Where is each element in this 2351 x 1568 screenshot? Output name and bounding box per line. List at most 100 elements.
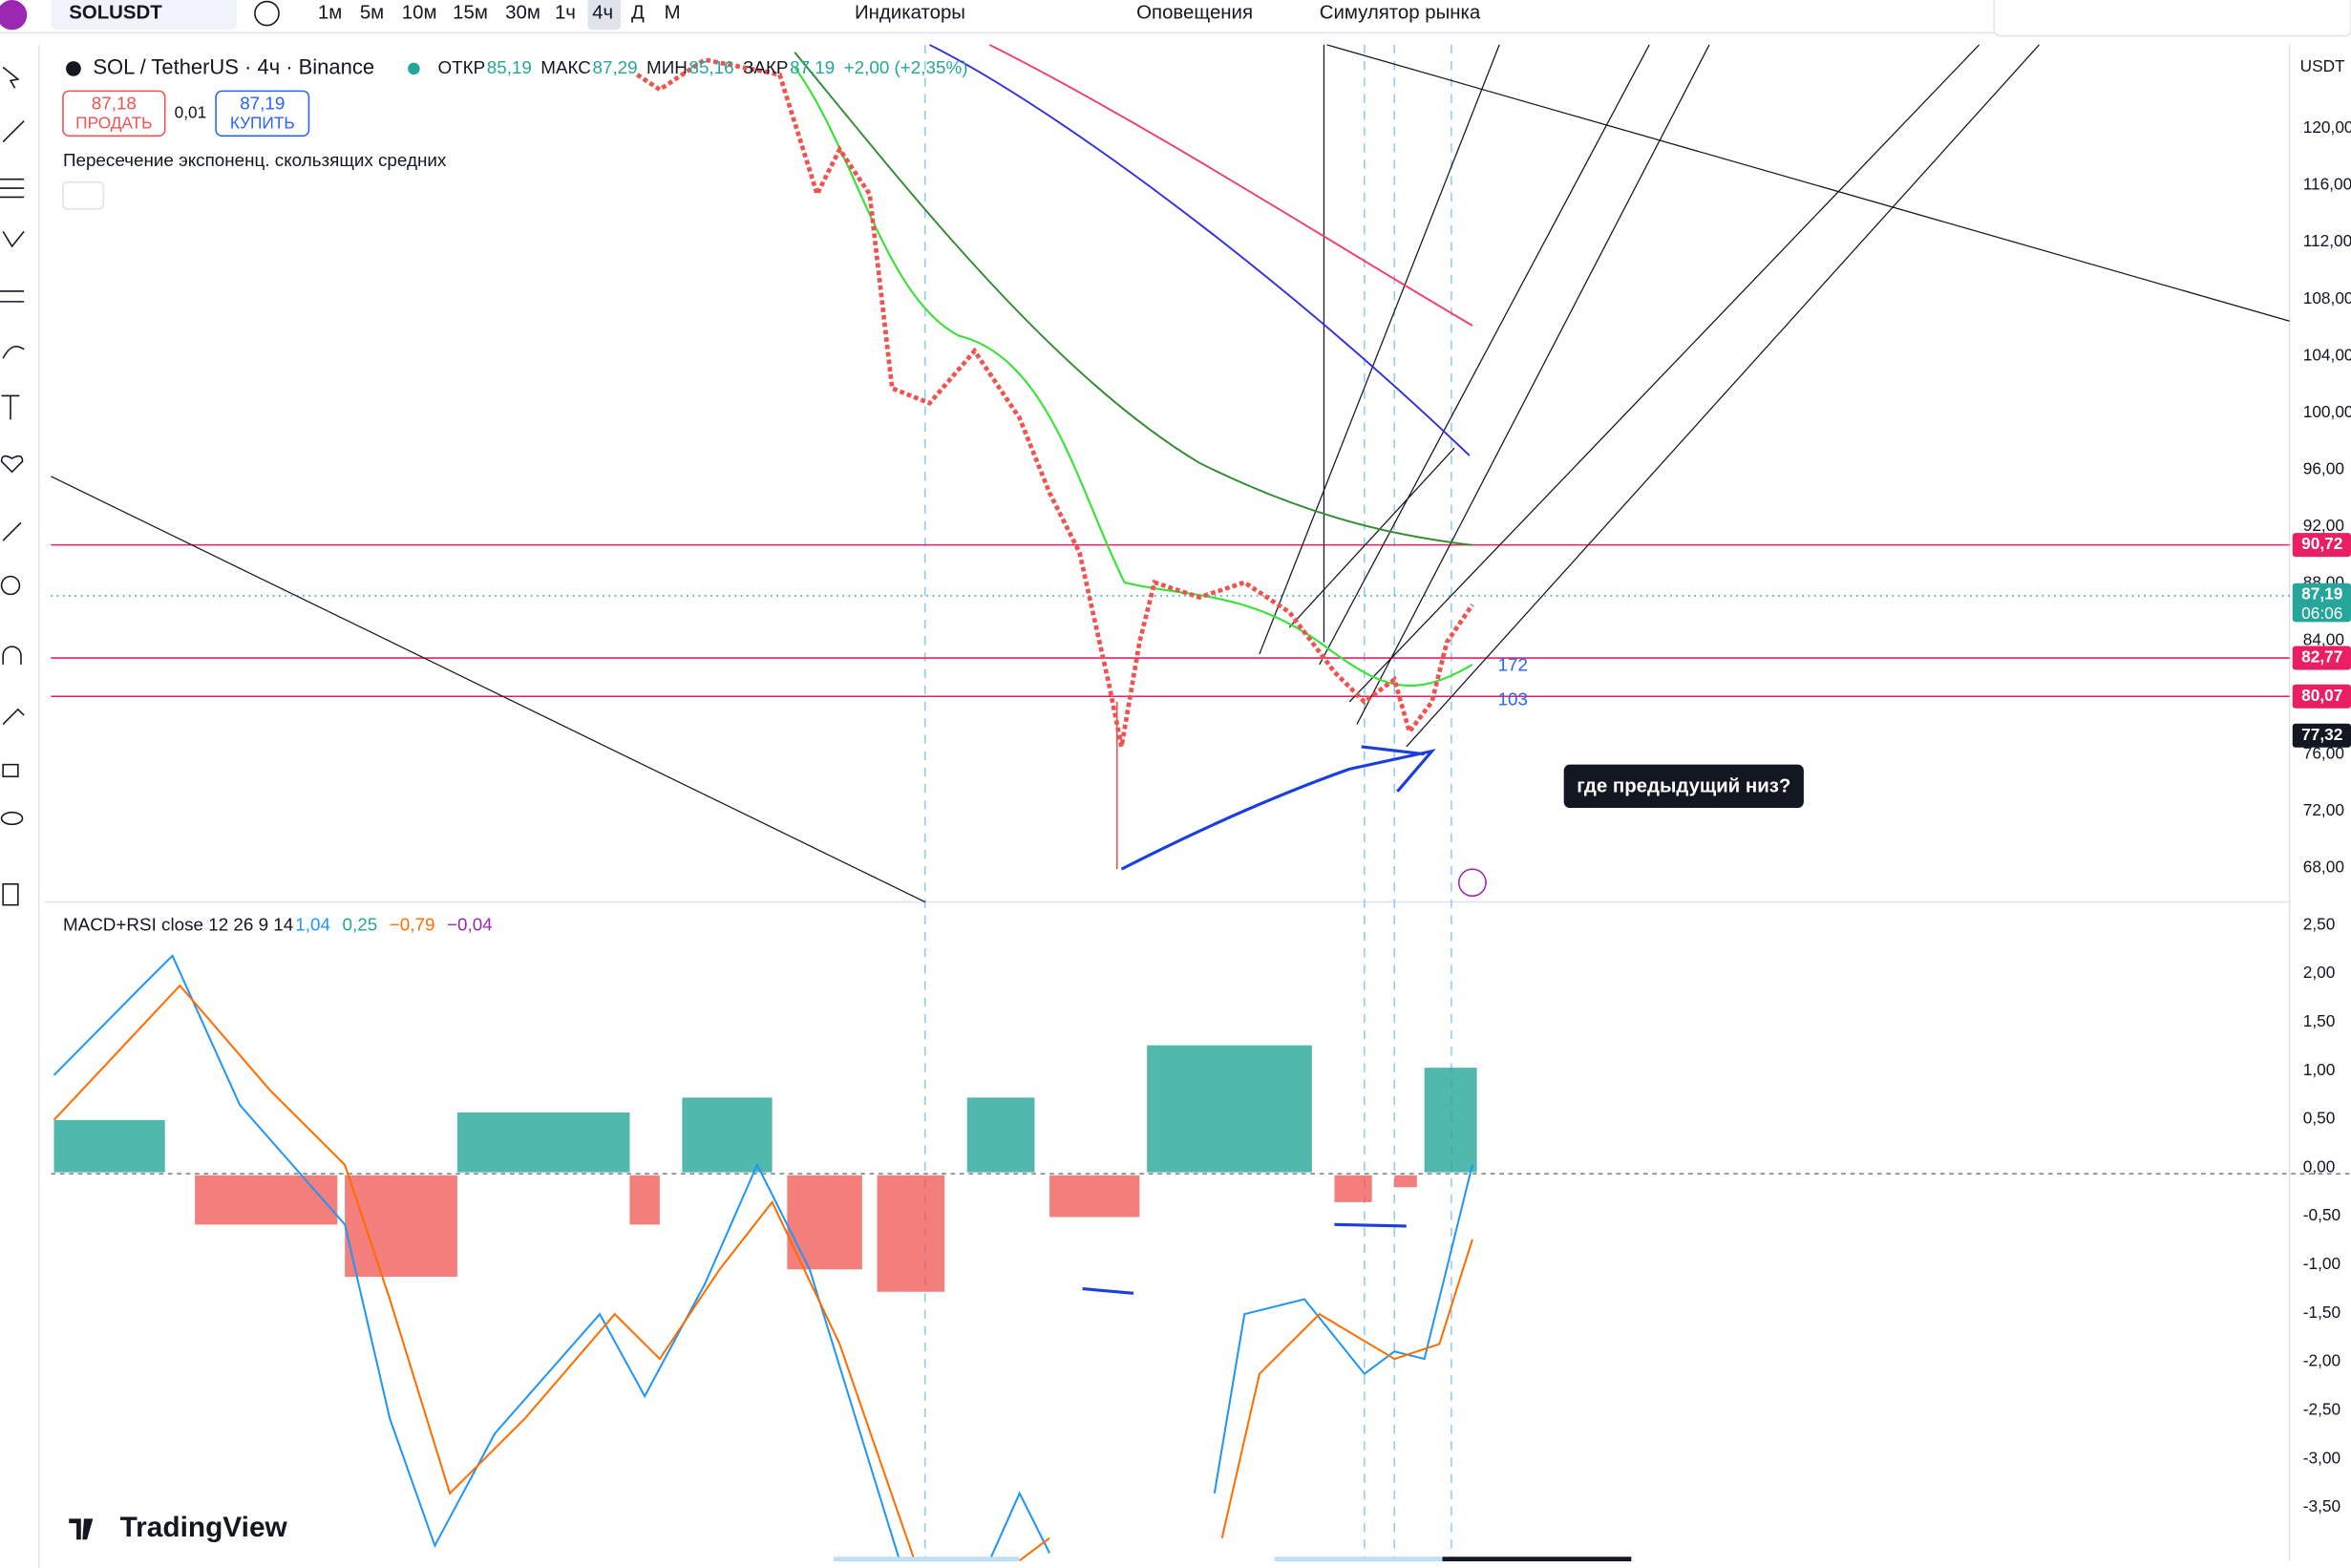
event-icon[interactable]	[1457, 868, 1487, 898]
alerts-button[interactable]: Оповещения	[1136, 2, 1253, 23]
macd-hist-down	[195, 1175, 1417, 1292]
interval[interactable]: 1ч	[555, 2, 576, 23]
interval[interactable]: М	[665, 2, 681, 23]
sell-label[interactable]: ПРОДАТЬ	[75, 113, 152, 132]
macd-line	[53, 954, 1473, 1561]
legend-change: +2,00 (+2,35%)	[844, 57, 968, 77]
sell-button[interactable]	[62, 90, 166, 138]
add-button[interactable]	[254, 0, 280, 27]
buy-label[interactable]: КУПИТЬ	[230, 113, 295, 132]
price-tick: 84,00	[2303, 629, 2344, 648]
price-tag-label: 90,72	[2301, 534, 2342, 553]
legend-high-label: МАКС	[540, 57, 591, 77]
replay-button[interactable]: Симулятор рынка	[1320, 2, 1481, 23]
macd-tick: 0,50	[2303, 1109, 2336, 1128]
price-tick: 112,00	[2303, 231, 2351, 250]
price-tag	[2292, 533, 2351, 558]
macd-tick: 2,50	[2303, 914, 2336, 933]
interval[interactable]: 15м	[453, 2, 488, 23]
legend-close: 87,19	[790, 57, 835, 77]
price-tick: 100,00	[2303, 402, 2351, 421]
logo: TradingView	[120, 1512, 288, 1543]
ema-blue	[929, 44, 1471, 456]
collapse-button[interactable]	[62, 181, 105, 210]
spread: 0,01	[175, 102, 207, 121]
interval[interactable]: 4ч	[592, 2, 613, 23]
macd-value: −0,79	[390, 915, 435, 935]
macd-tick: 0,00	[2303, 1156, 2336, 1176]
price-tag	[2292, 583, 2351, 623]
macd-tick: 1,00	[2303, 1060, 2336, 1079]
macd-value: 0,25	[343, 915, 378, 935]
price-tick: 108,00	[2303, 288, 2351, 307]
count-label: 103	[1498, 689, 1528, 709]
buy-button[interactable]	[215, 90, 310, 138]
price-tick: 92,00	[2303, 516, 2344, 535]
price-tick: 68,00	[2303, 858, 2344, 877]
price-tag	[2292, 723, 2351, 748]
legend-open-label: ОТКР	[437, 57, 485, 77]
top-toolbar: SOLUSDT 1м 5м 10м 15м 30м 1ч 4ч Д М Индикаторы О…	[0, 0, 2351, 37]
interval[interactable]: 10м	[402, 2, 437, 23]
interval[interactable]: 1м	[318, 2, 342, 23]
price-tick: 120,00	[2303, 117, 2351, 137]
interval[interactable]: Д	[631, 2, 645, 23]
currency[interactable]: USDT	[2300, 56, 2345, 75]
price-tick: 72,00	[2303, 800, 2344, 819]
indicators-button[interactable]: Индикаторы	[855, 2, 965, 23]
legend-open: 85,19	[487, 57, 532, 77]
macd-tick: -2,50	[2303, 1400, 2340, 1419]
note-box	[1563, 764, 1804, 809]
price-tag-label: 77,32	[2301, 725, 2342, 744]
vertical-markers	[923, 44, 1452, 1561]
ema-darkgreen	[794, 52, 1473, 546]
macd-hist-up	[53, 1045, 1477, 1173]
price-tag-label: 82,77	[2301, 647, 2342, 667]
macd-tick: 2,00	[2303, 963, 2336, 982]
price-tag	[2292, 646, 2351, 670]
macd-tick: -1,00	[2303, 1254, 2340, 1273]
symbol[interactable]: SOLUSDT	[69, 2, 162, 23]
macd-tick: -1,50	[2303, 1303, 2340, 1322]
price-tag	[2292, 684, 2351, 709]
legend-low-label: МИН	[646, 57, 688, 77]
price-tick: 96,00	[2303, 459, 2344, 478]
macd-tick: -0,50	[2303, 1205, 2340, 1224]
macd-value: 1,04	[295, 915, 330, 935]
legend-low: 85,16	[688, 57, 733, 77]
signal-line	[53, 984, 1473, 1561]
sell-price[interactable]: 87,18	[92, 93, 137, 113]
left-toolbar	[0, 44, 40, 1568]
price-tick: 104,00	[2303, 345, 2351, 364]
macd-label: MACD+RSI close 12 26 9 14	[63, 915, 293, 935]
interval[interactable]: 30м	[505, 2, 540, 23]
ema-red	[988, 44, 1473, 327]
hand-drawing	[1120, 745, 1436, 871]
symbol-box[interactable]	[51, 0, 238, 31]
price-tag-label: 87,19	[2301, 584, 2342, 604]
macd-tick: -3,50	[2303, 1496, 2340, 1515]
price-tick: 116,00	[2303, 175, 2351, 194]
price-tick: 76,00	[2303, 743, 2344, 762]
macd-tick: 1,50	[2303, 1011, 2336, 1030]
legend-high: 87,29	[593, 57, 638, 77]
macd-tick: -3,00	[2303, 1448, 2340, 1467]
count-label: 172	[1498, 654, 1528, 674]
buy-price[interactable]: 87,19	[240, 93, 285, 113]
legend-title: SOL / TetherUS · 4ч · Binance	[93, 55, 374, 79]
macd-value: −0,04	[447, 915, 493, 935]
note: где предыдущий низ?	[1577, 776, 1790, 797]
indicator-label: Пересечение экспоненц. скользящих средни…	[63, 150, 447, 170]
interval[interactable]: 5м	[360, 2, 384, 23]
ema-green	[794, 66, 1473, 688]
trend-lines	[51, 44, 2290, 903]
hand-marks	[1082, 1222, 1407, 1295]
interval-active	[587, 0, 622, 31]
candles	[636, 57, 1474, 748]
price-tag-sub: 06:06	[2301, 604, 2342, 623]
legend-close-label: ЗАКР	[743, 57, 788, 77]
price-tag-label: 80,07	[2301, 686, 2342, 705]
